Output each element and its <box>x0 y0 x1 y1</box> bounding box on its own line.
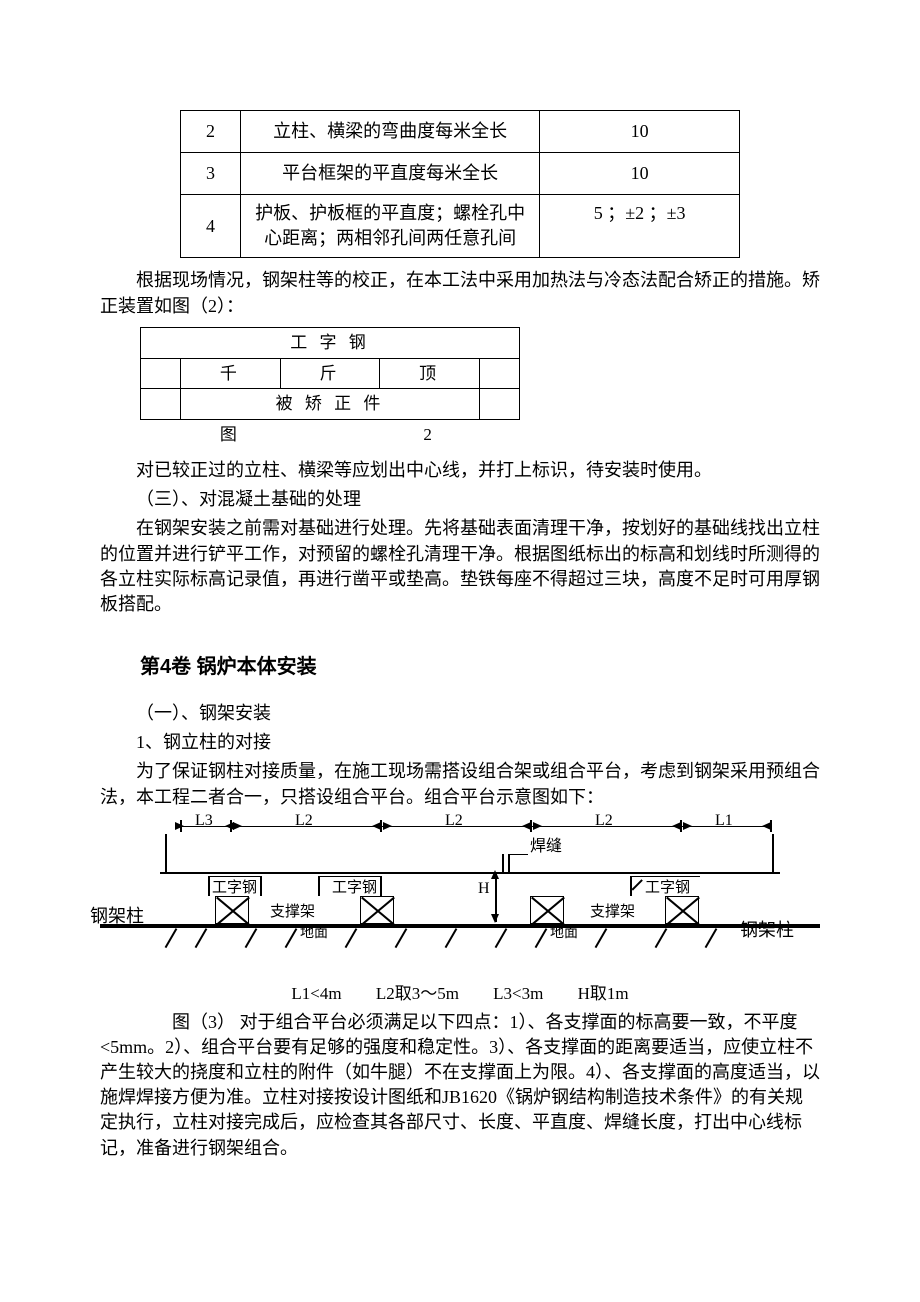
body-para: 1、钢立柱的对接 <box>100 730 820 755</box>
support-box <box>360 896 394 924</box>
table-row: 3 平台框架的平直度每米全长 10 <box>181 153 740 195</box>
fig2-post <box>141 389 181 420</box>
dim-l2b: L2 <box>445 810 463 832</box>
weld-label: 焊缝 <box>530 836 562 858</box>
dim-l2c: L2 <box>595 810 613 832</box>
fig2-post <box>480 358 520 389</box>
spec-l2: L2取3～5m <box>376 984 459 1003</box>
body-para: 在钢架安装之前需对基础进行处理。先将基础表面清理干净，按划好的基础线找出立柱的位… <box>100 516 820 617</box>
support-label: 支撑架 <box>590 902 635 923</box>
support-box <box>530 896 564 924</box>
fig3-spec-line: L1<4m L2取3～5m L3<3m H取1m <box>100 982 820 1006</box>
dim-l1: L1 <box>715 810 733 832</box>
dim-l3: L3 <box>195 810 213 832</box>
row-item: 立柱、横梁的弯曲度每米全长 <box>240 111 539 153</box>
body-para: 为了保证钢柱对接质量，在施工现场需搭设组合架或组合平台，考虑到钢架采用预组合法，… <box>100 759 820 809</box>
row-no: 2 <box>181 111 241 153</box>
figure-2: 工 字 钢 千 斤 顶 被 矫 正 件 图 2 <box>140 327 520 450</box>
fig2-cell: 顶 <box>380 358 480 389</box>
row-tol: 10 <box>540 111 740 153</box>
table-row: 4 护板、护板框的平直度；螺栓孔中 心距离；两相邻孔间两任意孔间 5 ；±2 ；… <box>181 195 740 258</box>
body-para: （一）、钢架安装 <box>100 701 820 726</box>
fig2-caption-a: 图 <box>181 420 281 450</box>
spec-h: H取1m <box>578 984 629 1003</box>
fig2-bottom: 被 矫 正 件 <box>181 389 480 420</box>
figure-3: L3 L2 L2 L2 L1 焊缝 H 工字钢 工字钢 工字钢 支撑架 支撑架 … <box>100 814 820 974</box>
ground-label: 地面 <box>300 924 328 944</box>
steel-col-right: 钢架柱 <box>740 918 794 943</box>
spec-l1: L1<4m <box>291 984 341 1003</box>
fig2-cell: 斤 <box>280 358 380 389</box>
fig2-post <box>141 358 181 389</box>
table-row: 2 立柱、横梁的弯曲度每米全长 10 <box>181 111 740 153</box>
spec-l3: L3<3m <box>493 984 543 1003</box>
section-heading-4: 第4卷 锅炉本体安装 <box>100 653 820 681</box>
support-label: 支撑架 <box>270 902 315 923</box>
row-item: 平台框架的平直度每米全长 <box>240 153 539 195</box>
row-item: 护板、护板框的平直度；螺栓孔中 心距离；两相邻孔间两任意孔间 <box>240 195 539 258</box>
fig2-caption-b: 2 <box>380 420 480 450</box>
support-box <box>665 896 699 924</box>
row-tol: 5 ；±2 ；±3 <box>540 195 740 258</box>
row-no: 4 <box>181 195 241 258</box>
fig3-para: 图（3） 对于组合平台必须满足以下四点：1）、各支撑面的标高要一致，不平度<5m… <box>100 1010 820 1161</box>
body-para: 根据现场情况，钢架柱等的校正，在本工法中采用加热法与冷态法配合矫正的措施。矫正装… <box>100 268 820 318</box>
dim-l2: L2 <box>295 810 313 832</box>
support-box <box>215 896 249 924</box>
body-para: （三）、对混凝土基础的处理 <box>100 487 820 512</box>
fig2-post <box>480 389 520 420</box>
row-no: 3 <box>181 153 241 195</box>
fig2-cell: 千 <box>181 358 281 389</box>
ground-label: 地面 <box>550 924 578 944</box>
dim-h: H <box>478 878 490 900</box>
fig2-top: 工 字 钢 <box>141 327 520 358</box>
tolerance-table: 2 立柱、横梁的弯曲度每米全长 10 3 平台框架的平直度每米全长 10 4 护… <box>180 110 740 258</box>
row-tol: 10 <box>540 153 740 195</box>
body-para: 对已较正过的立柱、横梁等应划出中心线，并打上标识，待安装时使用。 <box>100 458 820 483</box>
